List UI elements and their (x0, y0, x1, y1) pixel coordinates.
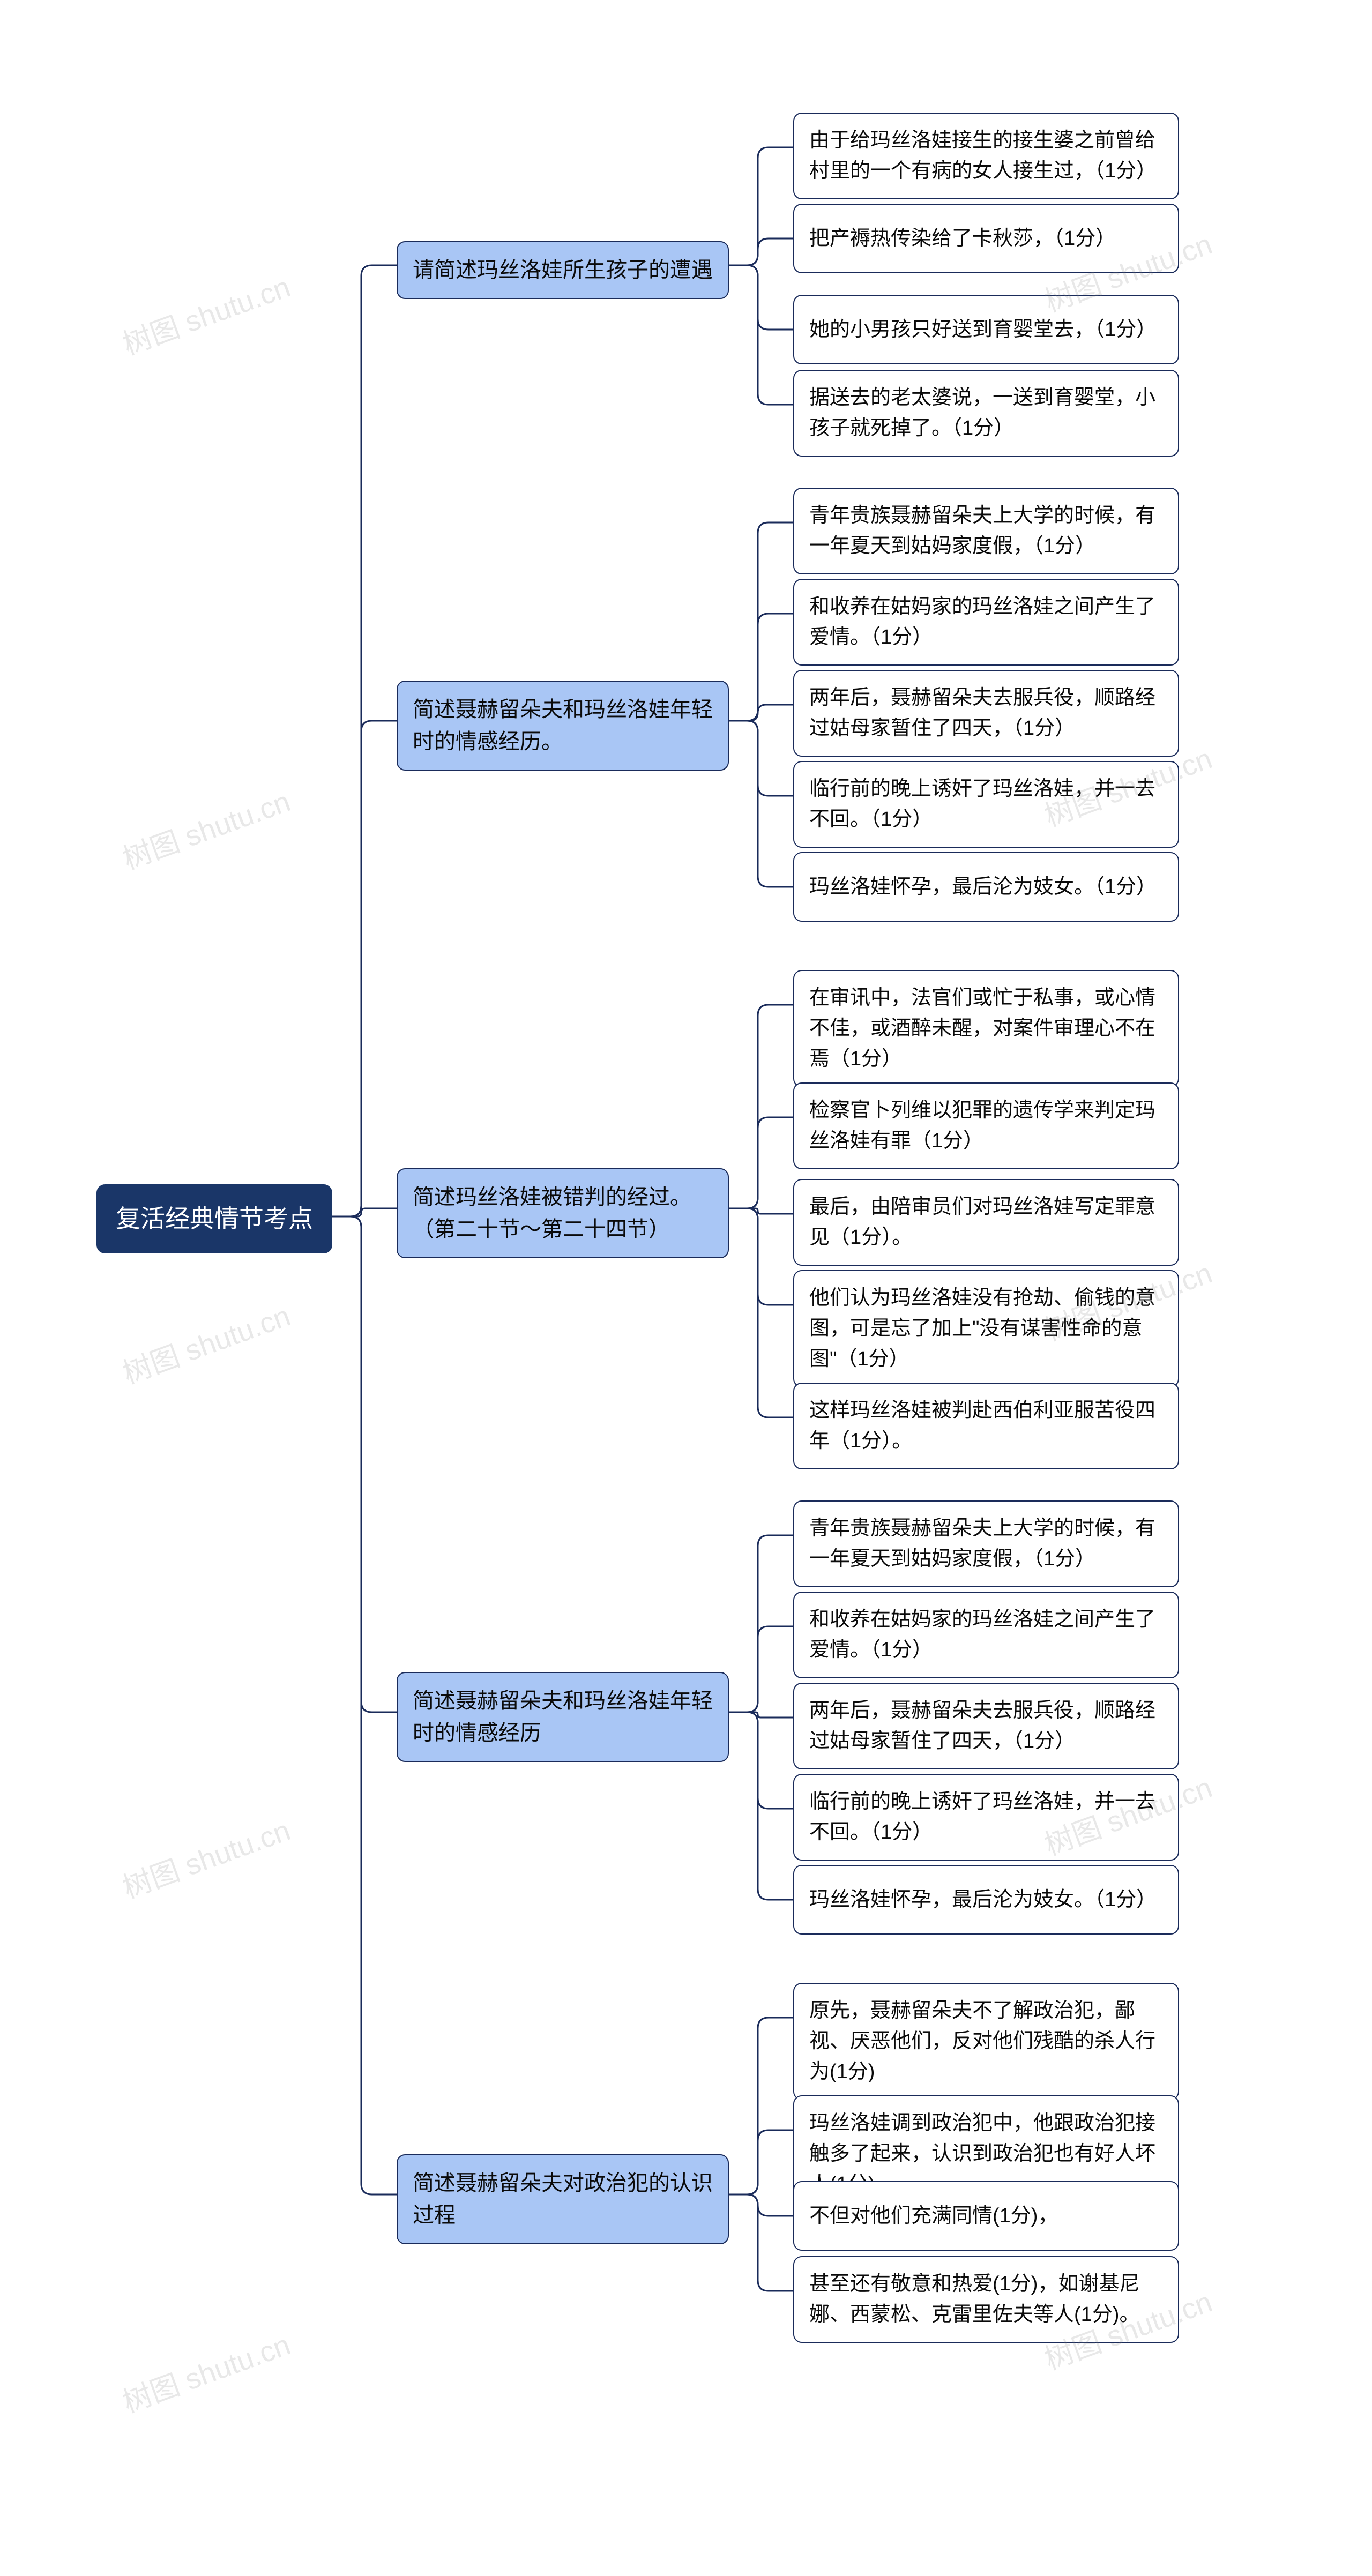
leaf-node-2-1: 检察官卜列维以犯罪的遗传学来判定玛丝洛娃有罪（1分） (793, 1082, 1179, 1169)
leaf-node-0-2: 她的小男孩只好送到育婴堂去，（1分） (793, 295, 1179, 364)
leaf-node-2-0-label: 在审讯中，法官们或忙于私事，或心情不佳，或酒醉未醒，对案件审理心不在焉（1分） (809, 983, 1163, 1074)
leaf-node-1-4: 玛丝洛娃怀孕，最后沦为妓女。（1分） (793, 852, 1179, 922)
leaf-node-1-0-label: 青年贵族聂赫留朵夫上大学的时候，有一年夏天到姑妈家度假，（1分） (809, 501, 1163, 562)
leaf-node-3-4-label: 玛丝洛娃怀孕，最后沦为妓女。（1分） (809, 1885, 1157, 1915)
leaf-node-4-2-label: 不但对他们充满同情(1分)， (809, 2201, 1058, 2231)
watermark: 树图 shutu.cn (116, 1806, 295, 1906)
leaf-node-3-1: 和收养在姑妈家的玛丝洛娃之间产生了爱情。（1分） (793, 1592, 1179, 1678)
root-node: 复活经典情节考点 (96, 1184, 332, 1253)
watermark: 树图 shutu.cn (116, 2321, 295, 2421)
leaf-node-1-2: 两年后，聂赫留朵夫去服兵役，顺路经过姑母家暂住了四天，（1分） (793, 670, 1179, 757)
leaf-node-0-3-label: 据送去的老太婆说，一送到育婴堂，小孩子就死掉了。（1分） (809, 383, 1163, 444)
watermark: 树图 shutu.cn (116, 778, 295, 877)
level1-node-3: 简述聂赫留朵夫和玛丝洛娃年轻时的情感经历 (397, 1672, 729, 1762)
level1-node-2-label: 简述玛丝洛娃被错判的经过。（第二十节～第二十四节） (413, 1181, 713, 1245)
leaf-node-4-0-label: 原先，聂赫留朵夫不了解政治犯，鄙视、厌恶他们，反对他们残酷的杀人行为(1分) (809, 1996, 1163, 2087)
leaf-node-1-0: 青年贵族聂赫留朵夫上大学的时候，有一年夏天到姑妈家度假，（1分） (793, 488, 1179, 574)
leaf-node-0-0-label: 由于给玛丝洛娃接生的接生婆之前曾给村里的一个有病的女人接生过，（1分） (809, 125, 1163, 186)
leaf-node-3-1-label: 和收养在姑妈家的玛丝洛娃之间产生了爱情。（1分） (809, 1604, 1163, 1666)
leaf-node-2-0: 在审讯中，法官们或忙于私事，或心情不佳，或酒醉未醒，对案件审理心不在焉（1分） (793, 970, 1179, 1087)
leaf-node-3-2-label: 两年后，聂赫留朵夫去服兵役，顺路经过姑母家暂住了四天，（1分） (809, 1696, 1163, 1757)
leaf-node-0-0: 由于给玛丝洛娃接生的接生婆之前曾给村里的一个有病的女人接生过，（1分） (793, 113, 1179, 199)
leaf-node-0-2-label: 她的小男孩只好送到育婴堂去，（1分） (809, 315, 1157, 345)
leaf-node-3-0-label: 青年贵族聂赫留朵夫上大学的时候，有一年夏天到姑妈家度假，（1分） (809, 1513, 1163, 1574)
leaf-node-3-2: 两年后，聂赫留朵夫去服兵役，顺路经过姑母家暂住了四天，（1分） (793, 1683, 1179, 1769)
leaf-node-2-4-label: 这样玛丝洛娃被判赴西伯利亚服苦役四年（1分）。 (809, 1395, 1163, 1457)
leaf-node-2-2-label: 最后，由陪审员们对玛丝洛娃写定罪意见（1分）。 (809, 1192, 1163, 1253)
level1-node-4-label: 简述聂赫留朵夫对政治犯的认识过程 (413, 2167, 713, 2231)
level1-node-0: 请简述玛丝洛娃所生孩子的遭遇 (397, 241, 729, 299)
leaf-node-1-4-label: 玛丝洛娃怀孕，最后沦为妓女。（1分） (809, 872, 1157, 902)
level1-node-1-label: 简述聂赫留朵夫和玛丝洛娃年轻时的情感经历。 (413, 693, 713, 758)
leaf-node-4-0: 原先，聂赫留朵夫不了解政治犯，鄙视、厌恶他们，反对他们残酷的杀人行为(1分) (793, 1983, 1179, 2100)
leaf-node-1-1-label: 和收养在姑妈家的玛丝洛娃之间产生了爱情。（1分） (809, 592, 1163, 653)
level1-node-2: 简述玛丝洛娃被错判的经过。（第二十节～第二十四节） (397, 1168, 729, 1258)
leaf-node-3-4: 玛丝洛娃怀孕，最后沦为妓女。（1分） (793, 1865, 1179, 1935)
root-node-label: 复活经典情节考点 (116, 1200, 313, 1237)
level1-node-1: 简述聂赫留朵夫和玛丝洛娃年轻时的情感经历。 (397, 681, 729, 771)
leaf-node-1-1: 和收养在姑妈家的玛丝洛娃之间产生了爱情。（1分） (793, 579, 1179, 666)
leaf-node-0-3: 据送去的老太婆说，一送到育婴堂，小孩子就死掉了。（1分） (793, 370, 1179, 457)
level1-node-3-label: 简述聂赫留朵夫和玛丝洛娃年轻时的情感经历 (413, 1685, 713, 1749)
leaf-node-4-2: 不但对他们充满同情(1分)， (793, 2181, 1179, 2251)
level1-node-4: 简述聂赫留朵夫对政治犯的认识过程 (397, 2154, 729, 2244)
leaf-node-3-0: 青年贵族聂赫留朵夫上大学的时候，有一年夏天到姑妈家度假，（1分） (793, 1500, 1179, 1587)
leaf-node-2-2: 最后，由陪审员们对玛丝洛娃写定罪意见（1分）。 (793, 1179, 1179, 1266)
leaf-node-2-1-label: 检察官卜列维以犯罪的遗传学来判定玛丝洛娃有罪（1分） (809, 1095, 1163, 1156)
watermark: 树图 shutu.cn (116, 263, 295, 363)
leaf-node-2-4: 这样玛丝洛娃被判赴西伯利亚服苦役四年（1分）。 (793, 1383, 1179, 1469)
leaf-node-0-1-label: 把产褥热传染给了卡秋莎，（1分） (809, 223, 1116, 254)
watermark: 树图 shutu.cn (116, 1292, 295, 1392)
level1-node-0-label: 请简述玛丝洛娃所生孩子的遭遇 (413, 254, 713, 286)
leaf-node-1-2-label: 两年后，聂赫留朵夫去服兵役，顺路经过姑母家暂住了四天，（1分） (809, 683, 1163, 744)
